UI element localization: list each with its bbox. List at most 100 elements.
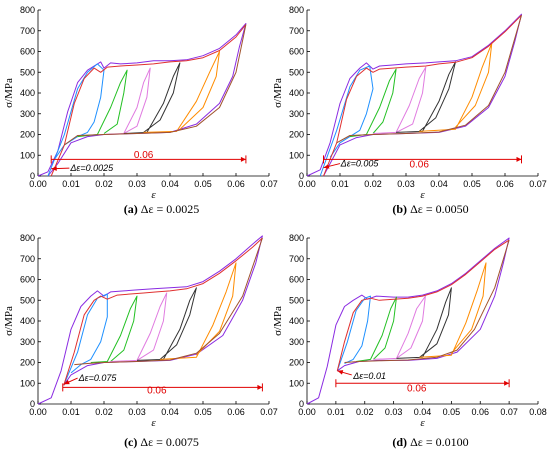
panel-caption-text: Δε = 0.0050: [407, 202, 469, 216]
y-tick-label: 0: [299, 171, 304, 181]
y-tick-label: 300: [20, 109, 35, 119]
y-tick-label: 400: [20, 316, 35, 326]
y-tick-label: 400: [289, 316, 304, 326]
arrow-head: [504, 380, 510, 386]
strain-increment-label: Δε=0.005: [340, 159, 380, 169]
x-tick-label: 0.05: [194, 179, 212, 189]
panel-caption-text: Δε = 0.0100: [407, 435, 469, 449]
x-tick-label: 0.04: [161, 407, 179, 417]
strain-increment-label: Δε=0.0025: [69, 163, 114, 173]
strain-increment-label: Δε=0.01: [352, 371, 386, 381]
panel-caption: (a) Δε = 0.0025: [124, 202, 200, 216]
series-line-5: [396, 287, 452, 359]
x-tick-label: 0.06: [227, 179, 245, 189]
x-tick-label: 0.06: [471, 407, 489, 417]
y-tick-label: 500: [289, 295, 304, 305]
series-line-5: [123, 62, 181, 134]
y-tick-label: 200: [20, 130, 35, 140]
series-line-4: [103, 67, 151, 135]
y-tick-label: 800: [20, 233, 35, 243]
strain-increment-arrow-head: [63, 379, 70, 385]
y-tick-label: 600: [20, 275, 35, 285]
x-tick-label: 0.03: [128, 407, 146, 417]
panel-caption-id: (d): [392, 435, 407, 449]
arrow-head: [240, 156, 246, 162]
x-tick-label: 0.02: [95, 179, 113, 189]
strain-increment-arrow-head: [337, 370, 344, 375]
y-tick-label: 500: [20, 67, 35, 77]
panel-caption-text: Δε = 0.0025: [138, 202, 200, 216]
x-axis-label: ε: [151, 417, 156, 429]
panel-caption-id: (c): [124, 435, 137, 449]
panel-caption-id: (b): [392, 202, 407, 216]
series-line-7: [50, 24, 247, 177]
series-line-7: [63, 237, 263, 386]
series-line-8: [344, 239, 510, 363]
y-axis-label: σ/MPa: [3, 78, 15, 108]
y-tick-label: 100: [289, 150, 304, 160]
x-tick-label: 0.08: [529, 407, 547, 417]
y-tick-label: 500: [289, 67, 304, 77]
y-axis-label: σ/MPa: [272, 306, 284, 336]
panel-caption-text: Δε = 0.0075: [137, 435, 199, 449]
y-tick-label: 400: [289, 88, 304, 98]
series-line-3: [77, 69, 128, 138]
series-line-2: [336, 295, 371, 371]
y-tick-label: 600: [289, 275, 304, 285]
series-line-8: [64, 24, 247, 146]
y-tick-label: 0: [299, 399, 304, 409]
total-strain-label: 0.06: [134, 150, 154, 161]
x-tick-label: 0.00: [298, 407, 316, 417]
y-tick-label: 200: [289, 130, 304, 140]
strain-increment-label: Δε=0.075: [78, 373, 118, 383]
y-tick-label: 700: [289, 254, 304, 264]
y-tick-label: 300: [20, 337, 35, 347]
x-tick-label: 0.02: [364, 179, 382, 189]
panel-caption-id: (a): [124, 202, 138, 216]
chart-panel-2: 0 100 200 300 400 500 600 700 800 0.00 0.01 0.02 0.0…: [272, 5, 547, 216]
y-tick-label: 700: [20, 254, 35, 264]
series-line-8: [336, 15, 522, 144]
y-tick-label: 300: [289, 109, 304, 119]
series-line-6: [143, 51, 220, 133]
x-tick-label: 0.06: [227, 407, 245, 417]
chart-panel-3: 0 100 200 300 400 500 600 700 800 0.00 0.01 0.02 0.0…: [3, 233, 278, 449]
x-tick-label: 0.07: [500, 407, 518, 417]
series-line-2: [63, 293, 108, 386]
x-tick-label: 0.05: [194, 407, 212, 417]
panel-caption: (c) Δε = 0.0075: [124, 435, 199, 449]
y-tick-label: 500: [20, 295, 35, 305]
y-tick-label: 300: [289, 337, 304, 347]
series-line-4: [372, 66, 427, 134]
series-line-6: [419, 42, 493, 132]
y-tick-label: 600: [289, 47, 304, 57]
x-tick-label: 0.07: [529, 179, 547, 189]
series-line-3: [356, 296, 397, 362]
series-line-3: [349, 68, 397, 138]
series-line-5: [396, 61, 456, 133]
series-line-2: [319, 65, 374, 177]
chart-panel-1: 0 100 200 300 400 500 600 700 800 0.00 0.01 0.02 0.0…: [3, 5, 278, 216]
x-tick-label: 0.03: [397, 179, 415, 189]
strain-increment-arrow-head: [51, 166, 57, 171]
y-tick-label: 0: [30, 171, 35, 181]
x-tick-label: 0.01: [62, 179, 80, 189]
y-tick-label: 100: [289, 378, 304, 388]
x-tick-label: 0.06: [496, 179, 514, 189]
chart-panel-4: 0 100 200 300 400 500 600 700 800 0.00 0.01 0.02 0.0…: [272, 233, 547, 449]
total-strain-label: 0.06: [147, 386, 167, 397]
y-tick-label: 600: [20, 47, 35, 57]
x-tick-label: 0.03: [385, 407, 403, 417]
arrow-head: [257, 384, 263, 390]
total-strain-label: 0.06: [407, 384, 427, 395]
x-axis-label: ε: [420, 189, 425, 201]
series-line-8: [74, 237, 263, 366]
x-tick-label: 0.04: [161, 179, 179, 189]
series-line-4: [110, 292, 168, 362]
series-line-7: [336, 239, 510, 371]
y-tick-label: 800: [289, 5, 304, 15]
y-tick-label: 700: [20, 26, 35, 36]
y-tick-label: 200: [20, 358, 35, 368]
x-tick-label: 0.07: [260, 407, 278, 417]
y-tick-label: 800: [289, 233, 304, 243]
